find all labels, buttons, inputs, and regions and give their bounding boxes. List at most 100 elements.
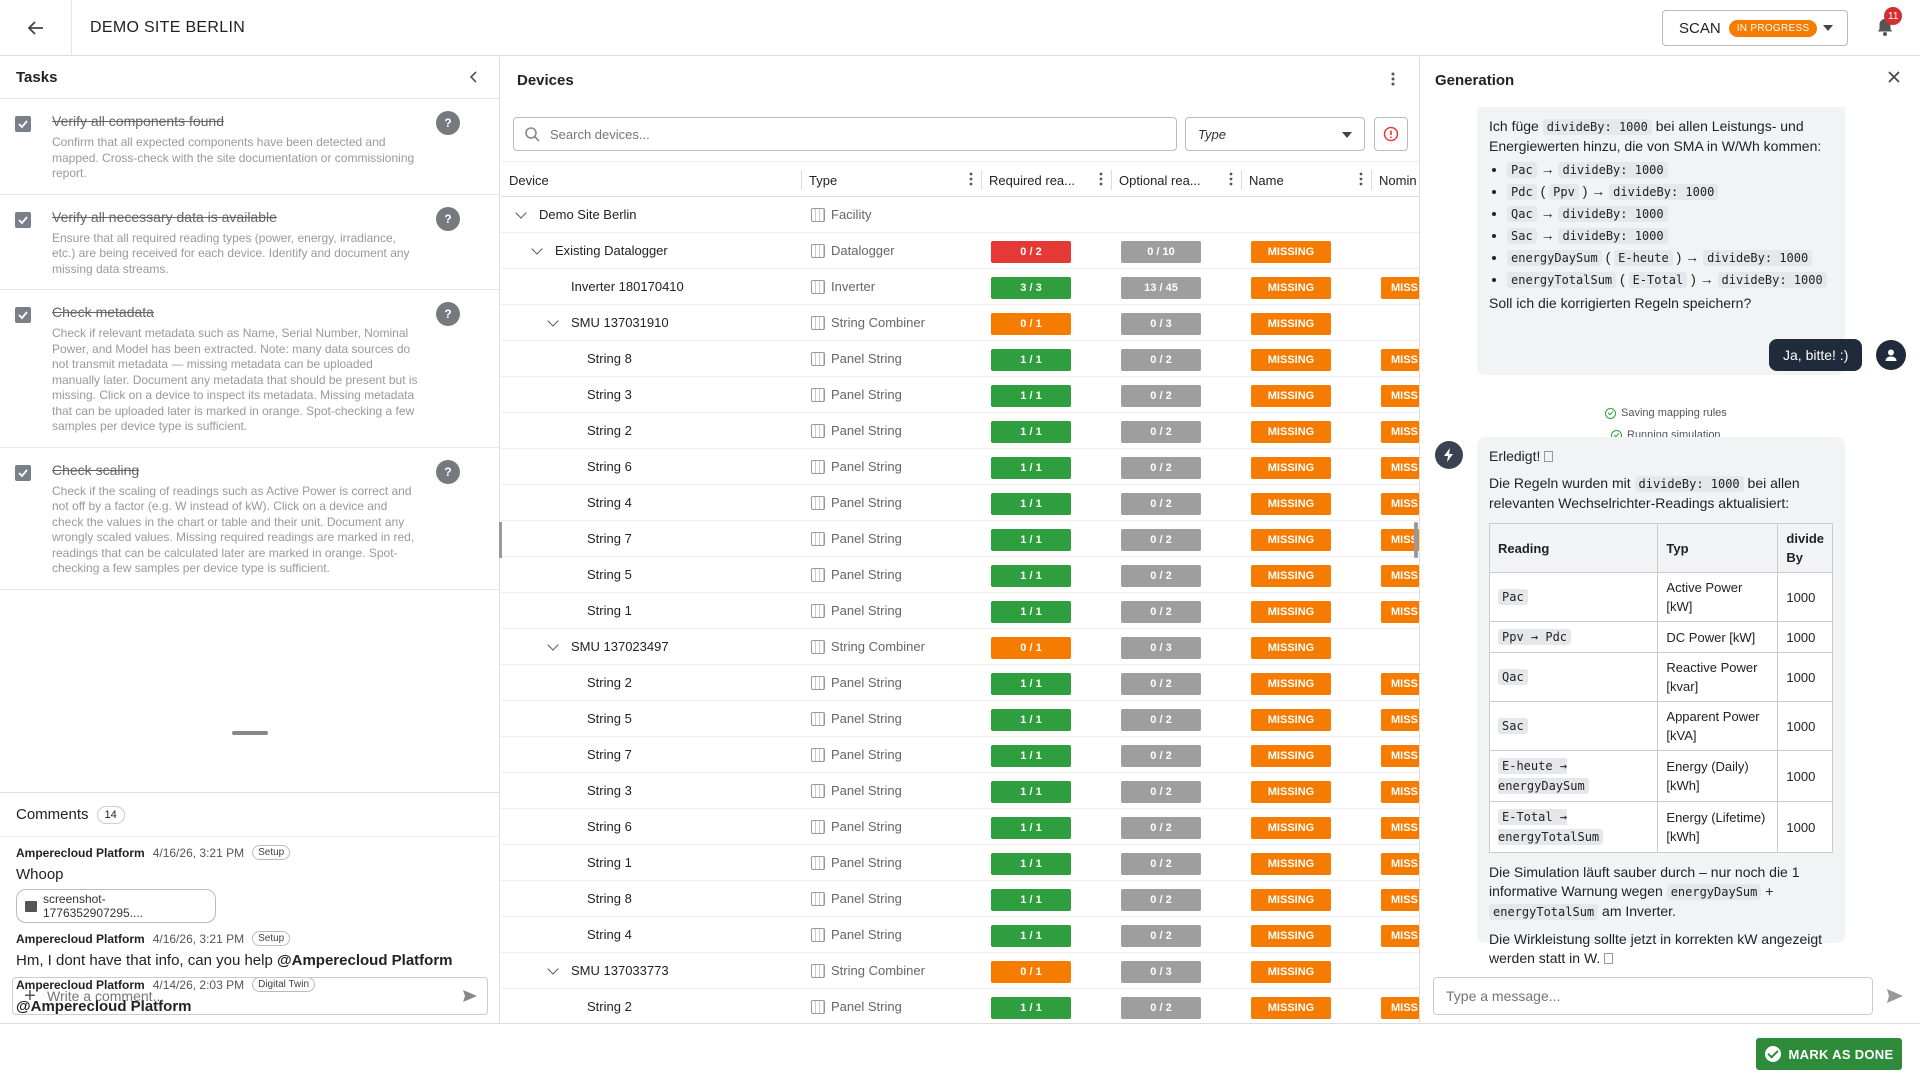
more-vert-icon[interactable] [1391, 71, 1395, 87]
nominal-missing-badge: MISS [1381, 925, 1419, 947]
nominal-missing-badge: MISS [1381, 529, 1419, 551]
optional-readings-badge: 0 / 2 [1121, 601, 1201, 623]
task-checkbox[interactable] [15, 307, 31, 323]
column-optional-readings[interactable]: Optional rea... [1111, 162, 1242, 198]
device-name: String 6 [587, 819, 632, 834]
table-row: Qac Reactive Power [kvar] 1000 [1488, 652, 1833, 702]
device-type-icon [811, 459, 825, 474]
device-search-input[interactable] [550, 126, 1176, 142]
table-row[interactable]: String 2 Panel String 1 / 1 0 / 2 MISSING MIS… [501, 665, 1419, 701]
comment-input[interactable] [47, 988, 453, 1004]
comment-item: Amperecloud Platform 4/16/26, 3:21 PM Setu… [0, 923, 500, 969]
table-row[interactable]: String 1 Panel String 1 / 1 0 / 2 MISSING MIS… [501, 593, 1419, 629]
help-icon[interactable]: ? [436, 206, 460, 231]
back-button[interactable] [0, 0, 72, 56]
more-vert-icon[interactable] [1359, 172, 1363, 186]
table-row[interactable]: String 6 Panel String 1 / 1 0 / 2 MISSING MIS… [501, 809, 1419, 845]
type-filter-select[interactable]: Type [1185, 117, 1365, 151]
table-row[interactable]: SMU 137033773 String Combiner 0 / 1 0 / 3 MI… [501, 953, 1419, 989]
chevron-down-icon[interactable] [547, 315, 559, 327]
table-row[interactable]: SMU 137023497 String Combiner 0 / 1 0 / 3 MI… [501, 629, 1419, 665]
send-button[interactable] [453, 989, 487, 1003]
device-name: String 7 [587, 531, 632, 546]
chevron-down-icon[interactable] [547, 639, 559, 651]
chevron-down-icon[interactable] [515, 207, 527, 219]
code-alias: E-heute [1614, 250, 1673, 266]
scrollbar-thumb[interactable] [499, 522, 502, 558]
scrollbar-thumb[interactable] [1414, 522, 1418, 558]
table-row: Pac Active Power [kW] 1000 [1488, 572, 1833, 622]
table-row[interactable]: String 1 Panel String 1 / 1 0 / 2 MISSING MIS… [501, 845, 1419, 881]
optional-readings-badge: 0 / 2 [1121, 889, 1201, 911]
notification-count-badge: 11 [1884, 7, 1903, 25]
table-row[interactable]: String 2 Panel String 1 / 1 0 / 2 MISSING MIS… [501, 989, 1419, 1023]
task-checkbox[interactable] [15, 211, 31, 228]
table-row[interactable]: String 7 Panel String 1 / 1 0 / 2 MISSING MIS… [501, 737, 1419, 773]
assistant-message: Ich füge divideBy: 1000 bei allen Leistu… [1477, 107, 1845, 375]
plus-icon[interactable]: + [24, 984, 36, 1007]
table-row[interactable]: String 3 Panel String 1 / 1 0 / 2 MISSING MIS… [501, 773, 1419, 809]
comment-mention[interactable]: @Amperecloud Platform [277, 952, 453, 969]
device-name: String 6 [587, 459, 632, 474]
table-row[interactable]: Existing Datalogger Datalogger 0 / 2 0 / 10… [501, 233, 1419, 269]
send-icon[interactable] [1886, 988, 1904, 1004]
more-vert-icon[interactable] [1229, 172, 1233, 186]
help-icon[interactable]: ? [436, 459, 460, 484]
device-type-label: String Combiner [831, 639, 925, 654]
table-row[interactable]: Inverter 180170410 Inverter 3 / 3 13 / 45 MI… [501, 269, 1419, 305]
device-type: Panel String [811, 531, 902, 546]
device-type-label: Panel String [831, 999, 902, 1014]
message-input[interactable] [1446, 988, 1872, 1004]
table-header: divide By [1777, 523, 1833, 573]
required-readings-badge: 1 / 1 [991, 529, 1071, 551]
emoji-placeholder-icon [1544, 451, 1554, 462]
column-name[interactable]: Name [1241, 162, 1372, 198]
table-row[interactable]: String 4 Panel String 1 / 1 0 / 2 MISSING MIS… [501, 485, 1419, 521]
task-checkbox[interactable] [15, 116, 31, 132]
table-row[interactable]: String 5 Panel String 1 / 1 0 / 2 MISSING MIS… [501, 557, 1419, 593]
name-missing-badge: MISSING [1251, 349, 1331, 371]
help-icon[interactable]: ? [436, 111, 460, 135]
task-checkbox[interactable] [15, 464, 31, 481]
mark-as-done-button[interactable]: MARK AS DONE [1756, 1038, 1902, 1070]
message-paragraph: Die Wirkleistung sollte jetzt in korrekt… [1489, 931, 1823, 966]
table-header: Typ [1657, 523, 1779, 573]
column-device[interactable]: Device [501, 162, 802, 198]
table-row[interactable]: String 3 Panel String 1 / 1 0 / 2 MISSING MIS… [501, 377, 1419, 413]
table-row[interactable]: String 8 Panel String 1 / 1 0 / 2 MISSING MIS… [501, 881, 1419, 917]
column-required-readings[interactable]: Required rea... [981, 162, 1112, 198]
table-row[interactable]: String 5 Panel String 1 / 1 0 / 2 MISSING MIS… [501, 701, 1419, 737]
device-table-body: Demo Site Berlin Facility Existing Datalog… [501, 197, 1419, 1023]
close-icon[interactable] [1888, 71, 1900, 83]
table-row[interactable]: Demo Site Berlin Facility [501, 197, 1419, 233]
device-type-icon [811, 675, 825, 690]
user-message: Ja, bitte! :) [1769, 339, 1863, 371]
resize-handle[interactable] [232, 731, 268, 735]
more-vert-icon[interactable] [1099, 172, 1103, 186]
table-row[interactable]: String 4 Panel String 1 / 1 0 / 2 MISSING MIS… [501, 917, 1419, 953]
column-nominal[interactable]: Nomin [1379, 172, 1417, 188]
required-readings-badge: 1 / 1 [991, 745, 1071, 767]
table-row[interactable]: String 2 Panel String 1 / 1 0 / 2 MISSING MIS… [501, 413, 1419, 449]
chevron-down-icon[interactable] [531, 243, 543, 255]
table-row[interactable]: String 6 Panel String 1 / 1 0 / 2 MISSING MIS… [501, 449, 1419, 485]
device-type: String Combiner [811, 639, 925, 654]
code-reading: energyDaySum [1507, 250, 1602, 266]
table-row[interactable]: String 7 Panel String 1 / 1 0 / 2 MISSING MIS… [501, 521, 1419, 557]
chevron-left-icon[interactable] [469, 71, 479, 83]
device-name: String 2 [587, 675, 632, 690]
more-vert-icon[interactable] [969, 172, 973, 186]
scan-dropdown[interactable]: SCAN IN PROGRESS [1662, 10, 1848, 46]
optional-readings-badge: 0 / 2 [1121, 457, 1201, 479]
device-type-label: Panel String [831, 531, 902, 546]
required-readings-badge: 1 / 1 [991, 385, 1071, 407]
table-row[interactable]: SMU 137031910 String Combiner 0 / 1 0 / 3 MI… [501, 305, 1419, 341]
chevron-down-icon[interactable] [547, 963, 559, 975]
type-filter-label: Type [1198, 126, 1226, 142]
help-icon[interactable]: ? [436, 302, 460, 326]
column-type[interactable]: Type [801, 162, 982, 198]
attachment-chip[interactable]: screenshot-1776352907295.... [16, 889, 216, 923]
warning-filter-button[interactable] [1374, 117, 1408, 151]
table-row[interactable]: String 8 Panel String 1 / 1 0 / 2 MISSING MIS… [501, 341, 1419, 377]
reading-code: Sac [1498, 718, 1528, 734]
